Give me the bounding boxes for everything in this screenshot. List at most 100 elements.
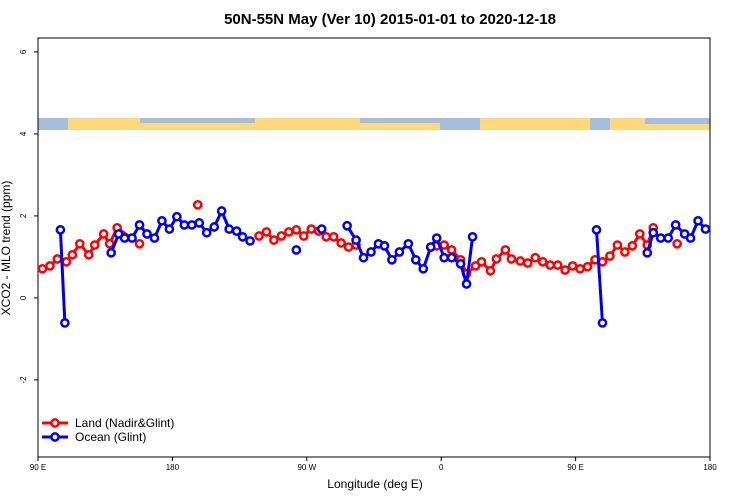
point [237,231,248,242]
series-line [58,207,707,324]
point [298,231,309,241]
point [446,245,457,255]
point [291,245,302,255]
point [342,220,352,231]
point [387,254,397,265]
x-tick-label: 90 E [567,463,583,472]
point [693,216,703,226]
point [321,231,332,242]
point [591,225,602,235]
point [343,242,354,252]
point [648,227,659,238]
point [61,256,72,267]
ocean-band [140,118,255,123]
series [55,206,711,328]
ocean-band [440,118,480,130]
point [142,229,152,239]
legend-marker [50,432,60,442]
y-tick-label: 0 [19,295,28,300]
point [358,252,369,263]
series [37,200,681,277]
ocean-band [645,118,710,124]
point [515,256,526,266]
legend-label: Land (Nadir&Glint) [75,416,174,430]
point [560,265,570,275]
point [655,233,666,243]
point [425,242,436,252]
point [261,227,272,237]
point [597,318,608,328]
point [485,266,496,276]
x-tick-label: 90 W [297,463,316,472]
point [83,250,94,260]
point [351,235,361,245]
point [179,220,190,230]
point [366,247,376,257]
point [269,235,279,245]
y-tick-label: 4 [19,131,28,136]
y-tick-label: 2 [19,213,28,218]
y-tick-label: 6 [19,49,28,54]
point [224,224,234,234]
point [605,251,615,261]
point [627,241,638,251]
point [67,250,78,260]
ocean-band [360,118,440,123]
point [306,224,317,234]
x-tick-label: 180 [166,463,180,472]
point [582,261,593,272]
point [446,252,457,263]
point [98,229,109,239]
land-mask-band [38,118,710,130]
legend: Land (Nadir&Glint)Ocean (Glint) [42,416,174,444]
point [431,233,442,243]
x-tick-label: 90 E [30,463,46,472]
point [52,254,63,264]
ocean-band [38,118,68,130]
point [634,229,645,239]
point [379,241,390,251]
point [254,231,264,241]
point [37,263,48,274]
point [291,225,302,235]
point [231,226,242,236]
point [172,211,182,222]
point [186,220,197,230]
point [192,200,203,210]
point [157,216,167,226]
y-axis-label: XCO2 - MLO trend (ppm) [0,181,13,316]
point [418,263,429,274]
point [216,206,227,216]
point [620,247,630,257]
point [394,247,405,257]
point [284,227,294,237]
point [106,247,117,258]
point [410,254,421,265]
point [55,225,66,235]
point [612,240,623,250]
point [537,256,548,267]
point [89,240,100,250]
point [316,224,327,234]
y-tick-label: -2 [19,376,28,384]
point [700,224,711,234]
point [134,238,145,249]
point [575,263,585,274]
point [194,218,205,228]
point [328,231,339,242]
legend-marker [50,418,60,428]
point [670,220,681,230]
point [149,233,160,243]
point [530,252,541,263]
point [74,238,85,249]
point [439,252,450,263]
point [403,238,414,249]
plot-frame [37,37,711,458]
point [467,231,478,242]
point [522,258,533,268]
point [663,233,674,243]
point [685,233,696,243]
point [209,222,220,232]
point [500,245,511,255]
